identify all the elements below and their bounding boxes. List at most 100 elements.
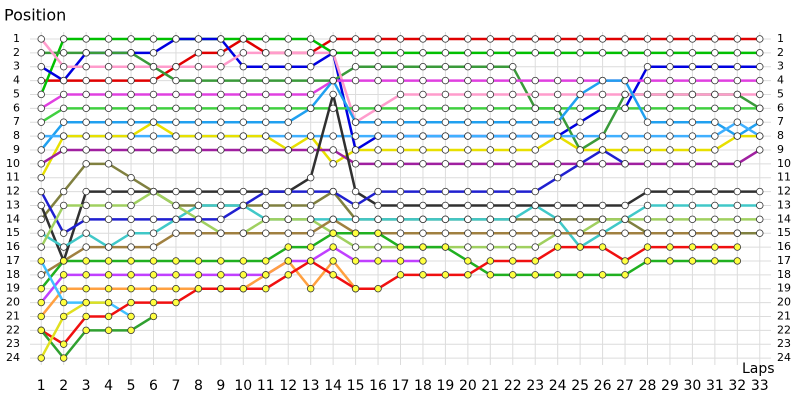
y-tick-label-right: 6: [777, 101, 784, 114]
point-marker: [666, 243, 674, 251]
point-marker: [59, 35, 68, 43]
point-marker: [486, 201, 495, 210]
point-marker: [733, 243, 742, 251]
point-marker: [194, 62, 203, 71]
point-marker: [127, 118, 135, 126]
point-marker: [374, 215, 382, 224]
point-marker: [59, 229, 68, 237]
y-tick-label: 10: [6, 157, 20, 170]
point-marker: [396, 160, 405, 168]
point-marker: [733, 90, 742, 99]
point-marker: [59, 298, 68, 307]
point-marker: [239, 62, 248, 71]
point-marker: [486, 49, 495, 57]
point-marker: [621, 90, 629, 99]
series-line: [40, 245, 423, 304]
y-tick-label: 2: [13, 46, 20, 59]
y-tick-label-right: 21: [777, 309, 791, 322]
point-marker: [643, 201, 652, 210]
point-marker: [59, 104, 68, 113]
y-tick-label-right: 19: [777, 282, 791, 295]
point-marker: [374, 284, 382, 293]
point-marker: [104, 257, 113, 265]
point-marker: [351, 62, 360, 71]
y-tick-label-right: 3: [777, 60, 784, 73]
point-marker: [59, 146, 68, 154]
point-marker: [531, 160, 539, 168]
point-marker: [284, 257, 292, 265]
point-marker: [37, 257, 45, 265]
y-tick-label-right: 12: [777, 185, 791, 198]
point-marker: [419, 271, 427, 279]
point-marker: [688, 257, 697, 265]
point-marker: [643, 257, 652, 265]
y-tick-label: 4: [13, 74, 20, 87]
point-marker: [149, 215, 158, 224]
point-marker: [104, 215, 113, 224]
point-marker: [553, 173, 562, 182]
point-marker: [666, 229, 674, 237]
point-marker: [127, 146, 135, 154]
point-marker: [688, 62, 697, 71]
point-marker: [149, 132, 158, 140]
point-marker: [262, 229, 270, 237]
point-marker: [59, 354, 68, 362]
point-marker: [127, 312, 135, 321]
point-marker: [306, 35, 315, 43]
point-marker: [127, 104, 135, 113]
point-marker: [396, 104, 405, 113]
point-marker: [172, 90, 180, 99]
point-marker: [396, 132, 405, 140]
point-marker: [464, 104, 472, 113]
point-marker: [82, 326, 90, 335]
point-marker: [441, 62, 450, 71]
x-tick-label: 26: [594, 378, 612, 394]
point-marker: [464, 62, 472, 71]
point-marker: [666, 132, 674, 140]
point-marker: [306, 146, 315, 154]
point-marker: [733, 104, 742, 113]
point-marker: [486, 215, 495, 224]
point-marker: [598, 271, 607, 279]
point-marker: [419, 201, 427, 210]
point-marker: [59, 49, 68, 57]
point-marker: [217, 118, 225, 126]
point-marker: [374, 187, 382, 196]
point-marker: [59, 243, 68, 251]
point-marker: [82, 132, 90, 140]
point-marker: [284, 243, 292, 251]
point-marker: [127, 298, 135, 307]
point-marker: [149, 118, 158, 126]
point-marker: [553, 271, 562, 279]
point-marker: [329, 35, 337, 43]
point-marker: [172, 187, 180, 196]
point-marker: [194, 229, 203, 237]
point-marker: [262, 187, 270, 196]
point-marker: [37, 201, 45, 210]
point-marker: [531, 146, 539, 154]
x-tick-label: 27: [616, 378, 634, 394]
point-marker: [194, 90, 203, 99]
point-marker: [306, 62, 315, 71]
point-marker: [509, 160, 517, 168]
point-marker: [643, 104, 652, 113]
point-marker: [666, 62, 674, 71]
point-marker: [329, 104, 337, 113]
point-marker: [127, 90, 135, 99]
x-tick-label: 28: [639, 378, 657, 394]
point-marker: [194, 187, 203, 196]
point-marker: [262, 49, 270, 57]
point-marker: [486, 271, 495, 279]
point-marker: [711, 35, 719, 43]
point-marker: [598, 201, 607, 210]
point-marker: [127, 173, 135, 182]
point-marker: [396, 187, 405, 196]
point-marker: [59, 62, 68, 71]
point-marker: [172, 257, 180, 265]
point-marker: [351, 215, 360, 224]
point-marker: [711, 257, 719, 265]
point-marker: [217, 132, 225, 140]
point-marker: [127, 229, 135, 237]
point-marker: [666, 76, 674, 85]
point-marker: [756, 132, 764, 140]
